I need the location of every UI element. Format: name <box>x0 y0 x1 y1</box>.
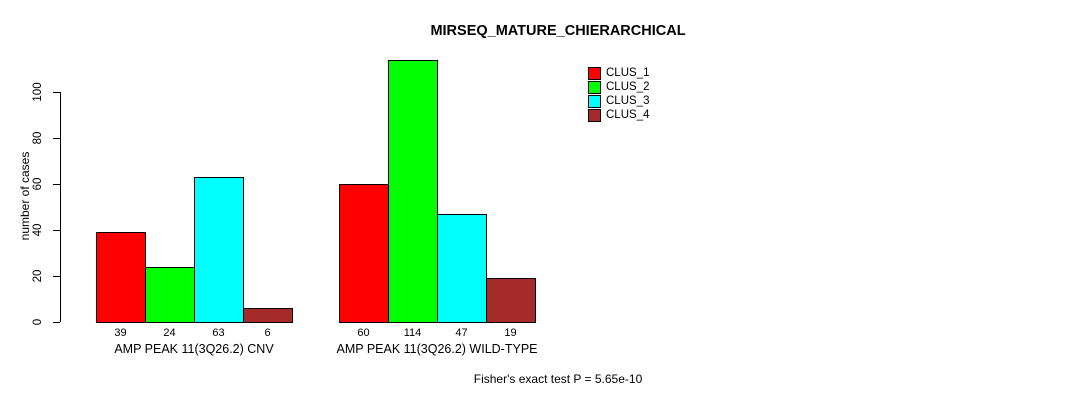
legend-color-swatch <box>588 80 601 94</box>
legend-label: CLUS_4 <box>606 108 650 121</box>
y-axis-tick-label: 100 <box>32 82 44 102</box>
legend-item-clus-2: CLUS_2 <box>588 80 649 94</box>
bar-value-label: 19 <box>504 327 517 339</box>
bar-value-label: 24 <box>163 327 176 339</box>
y-axis-tick <box>53 138 60 139</box>
bar-value-label: 63 <box>212 327 225 339</box>
bar-value-label: 60 <box>357 327 370 339</box>
y-axis-tick-label: 60 <box>32 177 44 191</box>
legend-item-clus-3: CLUS_3 <box>588 94 649 108</box>
x-axis-group-label: AMP PEAK 11(3Q26.2) CNV <box>114 342 274 356</box>
legend-color-swatch <box>588 66 601 80</box>
y-axis-tick <box>53 322 60 323</box>
y-axis-tick <box>53 184 60 185</box>
legend-label: CLUS_3 <box>606 94 650 107</box>
bar-clus-1 <box>96 232 146 323</box>
bar-clus-2 <box>388 60 438 323</box>
bar-clus-2 <box>145 267 195 323</box>
legend-color-swatch <box>588 94 601 108</box>
y-axis-tick-label: 80 <box>32 131 44 145</box>
legend: CLUS_1 CLUS_2 CLUS_3 CLUS_4 <box>588 66 649 122</box>
bar-clus-4 <box>243 308 293 323</box>
y-axis-tick-label: 0 <box>32 318 44 326</box>
fisher-test-annotation: Fisher's exact test P = 5.65e-10 <box>473 372 643 386</box>
legend-item-clus-4: CLUS_4 <box>588 108 649 122</box>
bar-value-label: 47 <box>455 327 468 339</box>
bar-clus-4 <box>486 278 536 323</box>
bar-value-label: 114 <box>403 327 422 339</box>
y-axis-tick-label: 20 <box>32 269 44 283</box>
bar-clus-3 <box>437 214 487 323</box>
y-axis-tick <box>53 92 60 93</box>
legend-item-clus-1: CLUS_1 <box>588 66 649 80</box>
bar-clus-3 <box>194 177 244 323</box>
y-axis-tick <box>53 276 60 277</box>
y-axis-tick <box>53 230 60 231</box>
chart-title: MIRSEQ_MATURE_CHIERARCHICAL <box>430 23 686 39</box>
y-axis-tick-label: 40 <box>32 223 44 237</box>
bar-value-label: 6 <box>264 327 271 339</box>
y-axis-line <box>60 92 61 322</box>
bar-clus-1 <box>339 184 389 323</box>
legend-color-swatch <box>588 108 601 122</box>
bar-value-label: 39 <box>114 327 127 339</box>
y-axis-title: number of cases <box>18 151 32 241</box>
legend-label: CLUS_1 <box>606 66 650 79</box>
legend-label: CLUS_2 <box>606 80 650 93</box>
x-axis-group-label: AMP PEAK 11(3Q26.2) WILD-TYPE <box>336 342 538 356</box>
